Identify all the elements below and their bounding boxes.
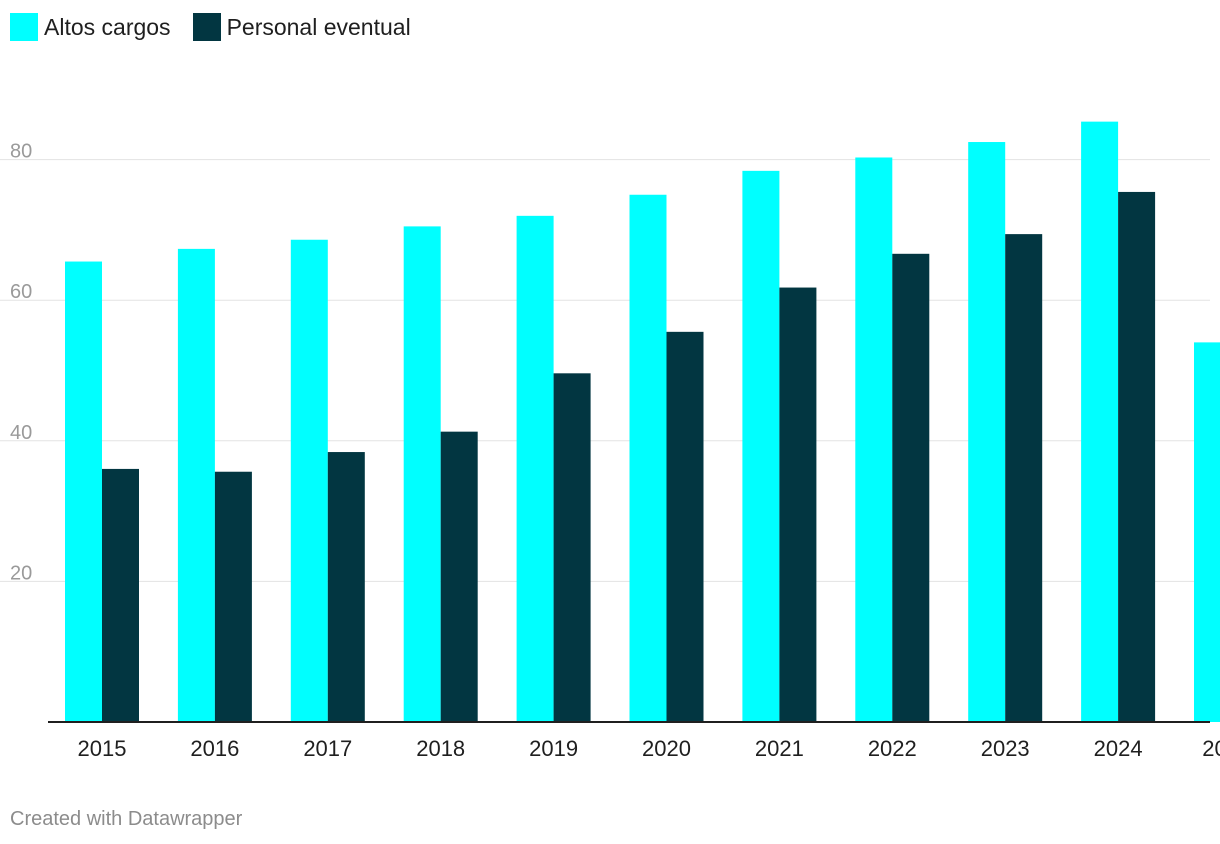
- bar-personal-eventual-2019: [553, 373, 591, 722]
- bar-altos-cargos-2025: [1194, 342, 1220, 722]
- x-tick-label-2018: 2018: [416, 736, 465, 761]
- x-tick-label-2021: 2021: [755, 736, 804, 761]
- bar-personal-eventual-2021: [779, 287, 817, 722]
- bar-altos-cargos-2017: [290, 239, 328, 722]
- bar-personal-eventual-2015: [102, 468, 139, 722]
- bar-personal-eventual-2018: [440, 431, 478, 722]
- x-tick-label-2025: 2025*: [1202, 736, 1220, 761]
- y-tick-label-40: 40: [10, 422, 32, 444]
- y-tick-label-80: 80: [10, 141, 32, 163]
- y-tick-label-20: 20: [10, 562, 32, 584]
- x-tick-label-2015: 2015: [78, 736, 127, 761]
- x-tick-label-2016: 2016: [190, 736, 239, 761]
- legend-item-personal-eventual: Personal eventual: [192, 13, 411, 41]
- bar-personal-eventual-2024: [1118, 191, 1156, 723]
- bar-altos-cargos-2024: [1081, 121, 1119, 722]
- x-tick-label-2023: 2023: [981, 736, 1030, 761]
- legend-label-altos-cargos: Altos cargos: [44, 13, 171, 40]
- x-tick-label-2020: 2020: [642, 736, 691, 761]
- legend-label-personal-eventual: Personal eventual: [226, 13, 411, 40]
- x-tick-label-2017: 2017: [303, 736, 352, 761]
- x-tick-label-2024: 2024: [1094, 736, 1143, 761]
- bar-altos-cargos-2015: [65, 261, 102, 722]
- datawrapper-credit: Created with Datawrapper: [10, 808, 243, 830]
- bar-altos-cargos-2019: [516, 215, 554, 722]
- legend-swatch-altos-cargos: [10, 13, 38, 41]
- y-tick-label-60: 60: [10, 281, 32, 303]
- bar-altos-cargos-2018: [403, 226, 441, 722]
- x-tick-label-2019: 2019: [529, 736, 578, 761]
- x-tick-label-2022: 2022: [868, 736, 917, 761]
- bar-altos-cargos-2023: [968, 142, 1006, 722]
- bar-altos-cargos-2022: [855, 157, 893, 723]
- legend-swatch-personal-eventual: [192, 13, 221, 41]
- bar-personal-eventual-2023: [1005, 234, 1043, 723]
- bar-personal-eventual-2016: [214, 471, 252, 722]
- chart-legend: Altos cargos Personal eventual: [10, 13, 411, 41]
- bar-personal-eventual-2020: [666, 331, 704, 722]
- bar-personal-eventual-2022: [892, 253, 930, 722]
- bar-altos-cargos-2021: [742, 170, 780, 722]
- bar-altos-cargos-2020: [629, 194, 667, 722]
- bar-personal-eventual-2017: [327, 452, 365, 722]
- legend-item-altos-cargos: Altos cargos: [10, 13, 171, 41]
- bar-altos-cargos-2016: [177, 248, 215, 723]
